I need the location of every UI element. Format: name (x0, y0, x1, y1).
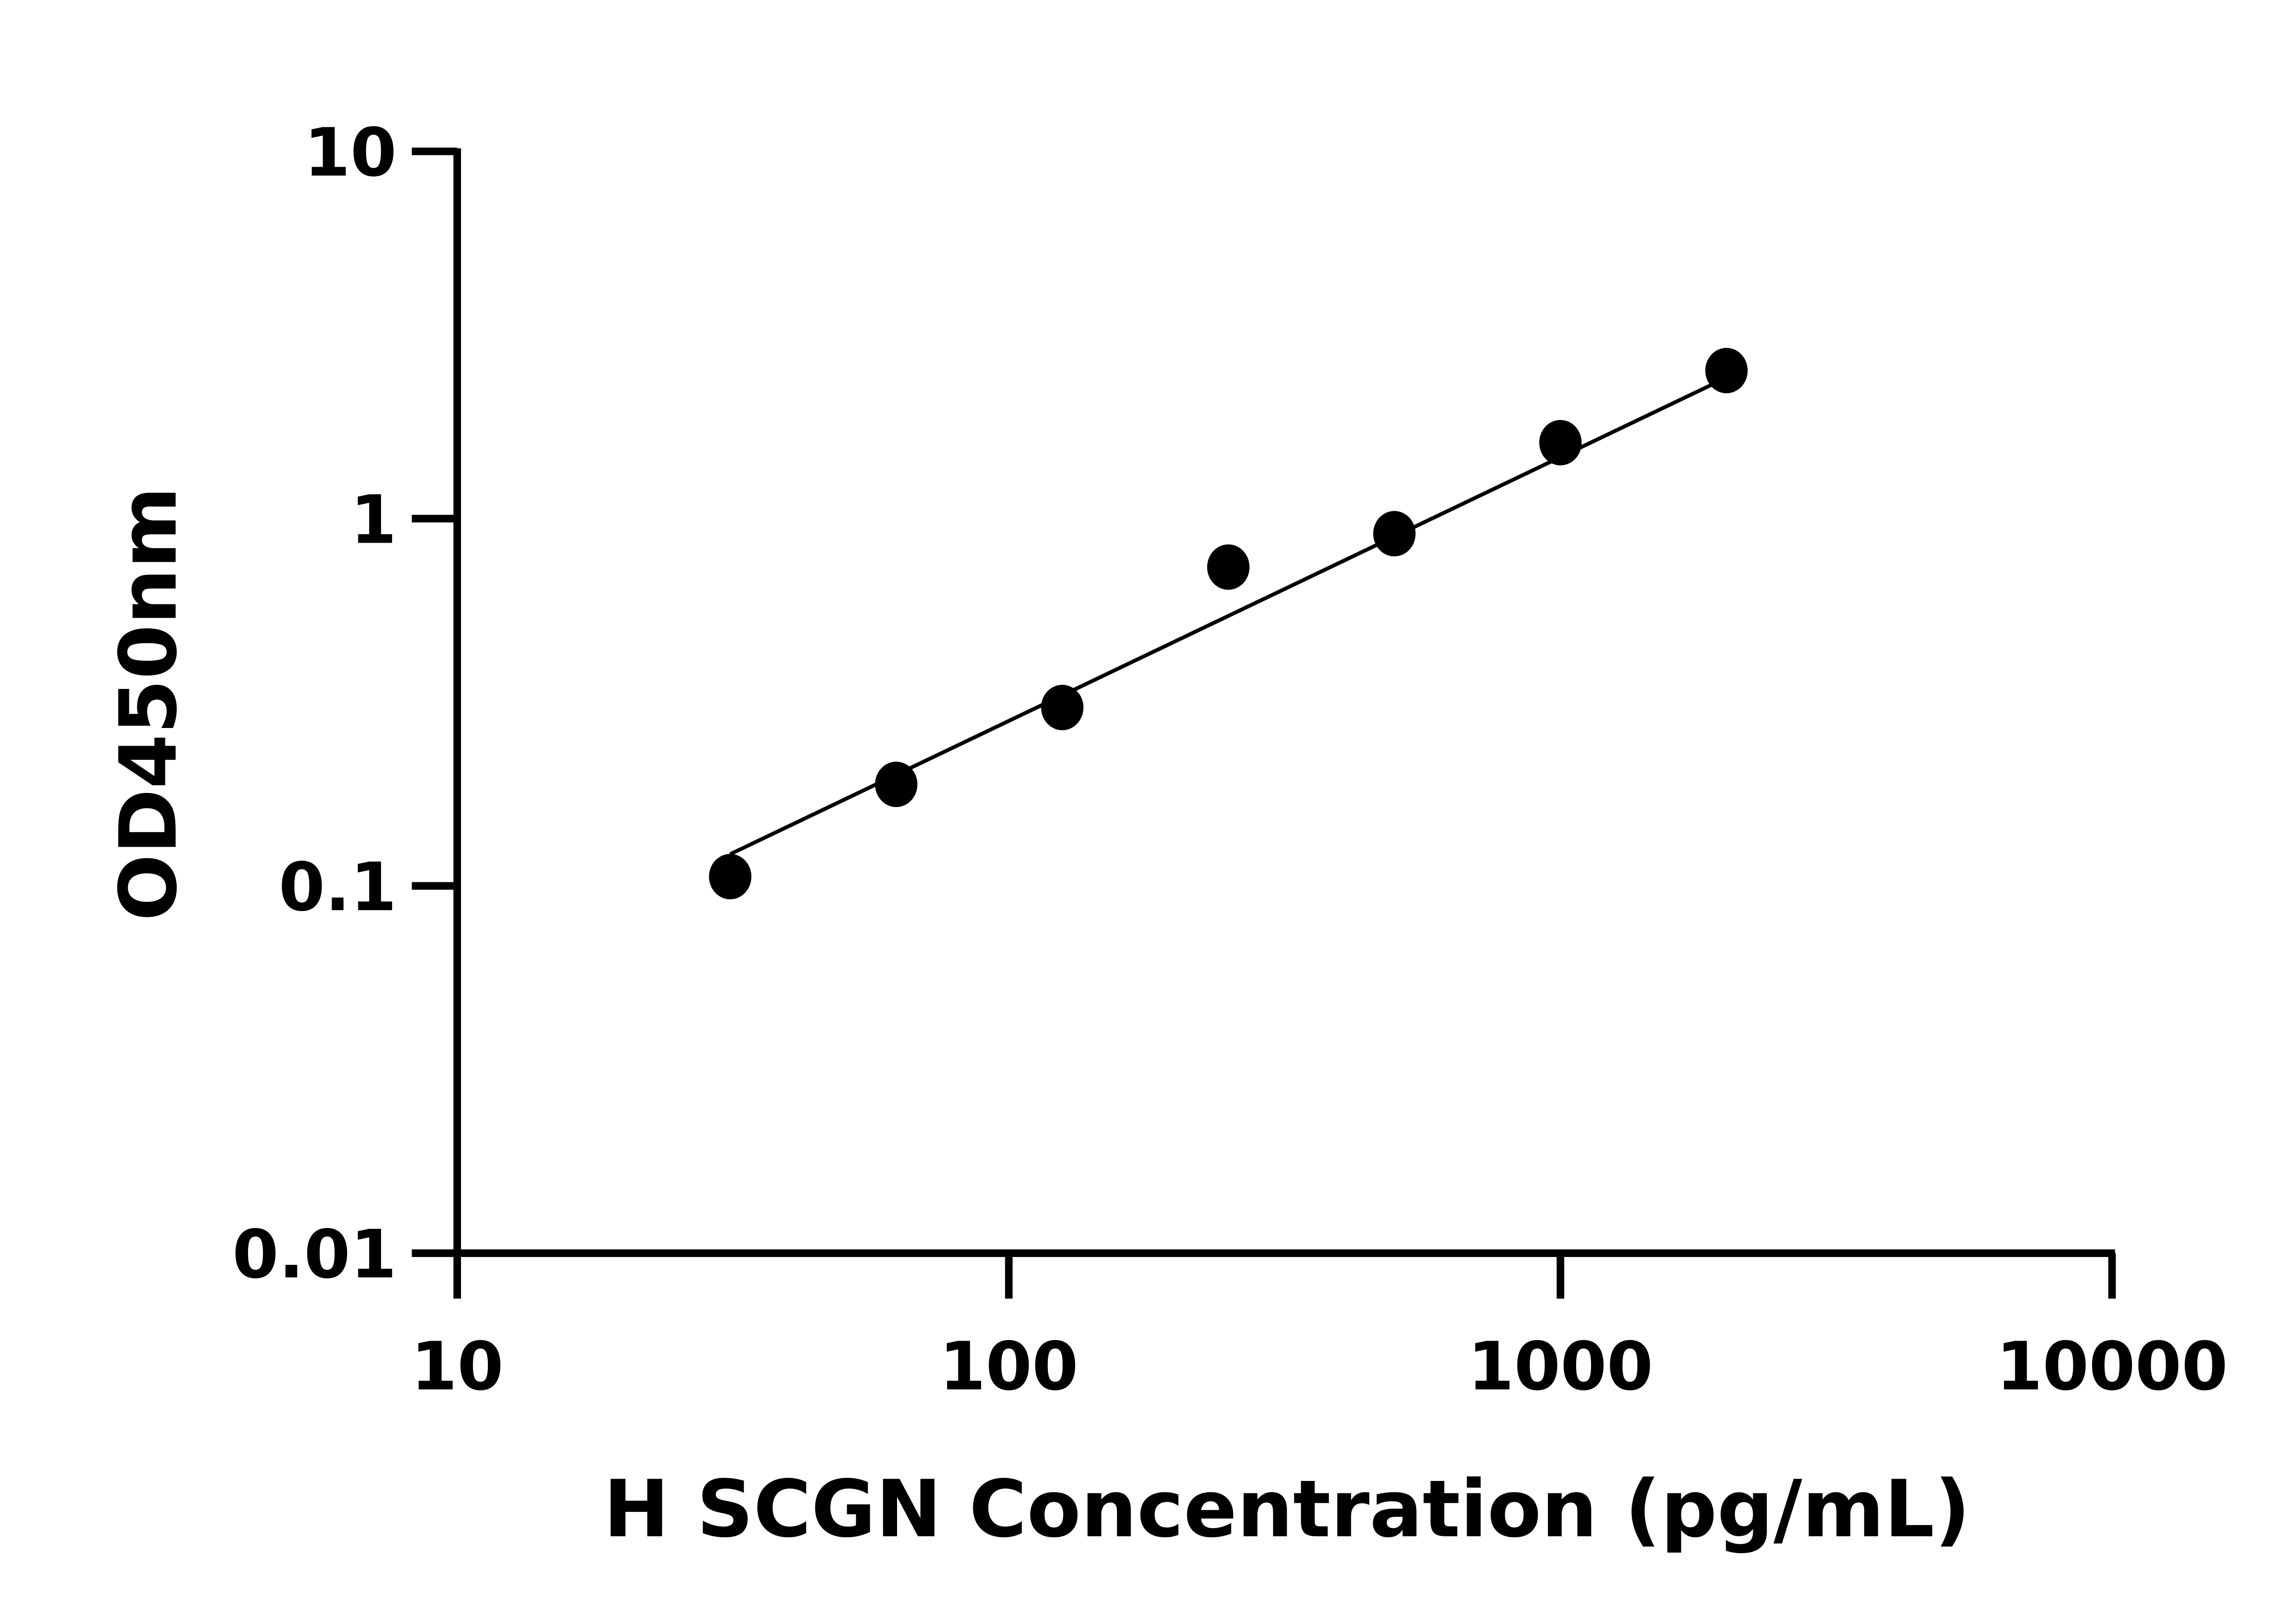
axes (453, 148, 2115, 1257)
y-axis-label: OD450nm (103, 486, 194, 921)
data-point (1705, 347, 1748, 393)
y-tick-label: 10 (304, 114, 397, 192)
x-tick-label: 100 (939, 1327, 1078, 1405)
x-axis-label: H SCGN Concentration (pg/mL) (604, 1463, 1971, 1555)
x-ticks: 10 100 1000 10000 (411, 1253, 2228, 1405)
x-tick-label: 10000 (1996, 1327, 2228, 1405)
data-points (709, 347, 1748, 900)
data-point (1207, 544, 1250, 590)
data-point (1539, 420, 1582, 465)
y-tick-label: 1 (350, 481, 397, 559)
data-point (1373, 511, 1416, 557)
y-ticks: 0.01 0.1 1 10 (232, 114, 457, 1293)
y-tick-label: 0.1 (279, 848, 397, 926)
data-point (875, 762, 917, 807)
x-tick-label: 10 (411, 1327, 504, 1405)
data-point (709, 854, 752, 900)
y-tick-label: 0.01 (232, 1216, 397, 1293)
x-tick-label: 1000 (1468, 1327, 1653, 1405)
data-point (1041, 684, 1084, 730)
